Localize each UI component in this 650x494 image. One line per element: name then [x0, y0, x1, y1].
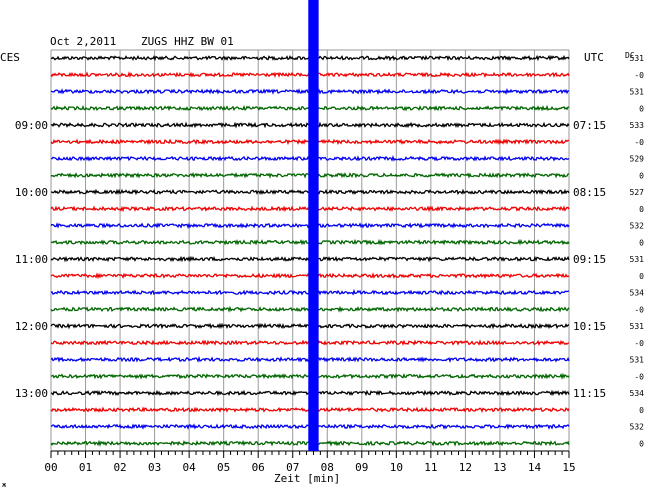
dc-value-row-0: 531 — [630, 54, 645, 63]
dc-value-row-2: 531 — [630, 88, 645, 97]
dc-value-row-10: 532 — [630, 222, 645, 231]
x-tick-label-05: 05 — [217, 461, 230, 474]
dc-value-row-7: 0 — [639, 171, 644, 180]
left-hour-label-11:00: 11:00 — [15, 253, 48, 266]
dc-value-row-6: 529 — [630, 155, 645, 164]
right-hour-label-09:15: 09:15 — [573, 253, 606, 266]
dc-header-label: DC — [625, 51, 635, 60]
dc-value-row-11: 0 — [639, 238, 644, 247]
left-hour-label-10:00: 10:00 — [15, 186, 48, 199]
x-tick-label-00: 00 — [44, 461, 57, 474]
right-hour-label-08:15: 08:15 — [573, 186, 606, 199]
x-tick-label-06: 06 — [252, 461, 265, 474]
x-tick-label-02: 02 — [113, 461, 126, 474]
left-hour-label-09:00: 09:00 — [15, 119, 48, 132]
date-label: Oct 2,2011 — [50, 35, 116, 48]
dc-value-row-4: 533 — [630, 121, 645, 130]
left-hour-label-12:00: 12:00 — [15, 320, 48, 333]
right-hour-label-10:15: 10:15 — [573, 320, 606, 333]
x-tick-label-09: 09 — [355, 461, 368, 474]
dc-value-row-3: 0 — [639, 104, 644, 113]
x-tick-label-01: 01 — [79, 461, 92, 474]
left-timezone-label: CES — [0, 51, 20, 64]
dc-value-row-9: 0 — [639, 205, 644, 214]
dc-value-row-5: -0 — [634, 138, 644, 147]
x-tick-label-07: 07 — [286, 461, 299, 474]
dc-value-row-17: -0 — [634, 339, 644, 348]
dc-value-row-19: -0 — [634, 372, 644, 381]
right-hour-label-07:15: 07:15 — [573, 119, 606, 132]
dc-value-row-14: 534 — [630, 289, 645, 298]
x-tick-label-12: 12 — [459, 461, 472, 474]
corner-mark: ж — [2, 481, 7, 489]
x-axis-title: Zeit [min] — [274, 472, 340, 485]
left-hour-labels: 09:00 10:00 11:00 12:00 13:00 — [15, 119, 48, 400]
dc-value-row-13: 0 — [639, 272, 644, 281]
dc-value-row-15: -0 — [634, 305, 644, 314]
x-tick-label-08: 08 — [321, 461, 334, 474]
dc-value-row-1: -0 — [634, 71, 644, 80]
x-axis: 00 01 02 03 04 05 06 07 08 09 10 11 12 13 14 15 — [44, 451, 576, 474]
station-label: ZUGS HHZ BW 01 — [141, 35, 234, 48]
dc-value-row-18: 531 — [630, 356, 645, 365]
x-tick-label-04: 04 — [183, 461, 197, 474]
dc-values: 531 -0 531 0 533 -0 529 0 527 0 532 0 531 0 534 -0 531 -0… — [630, 54, 645, 448]
dc-value-row-12: 531 — [630, 255, 645, 264]
x-tick-label-15: 15 — [562, 461, 575, 474]
right-hour-labels: 07:15 08:15 09:15 10:15 11:15 — [573, 119, 606, 400]
dc-value-row-16: 531 — [630, 322, 645, 331]
right-timezone-label: UTC — [584, 51, 604, 64]
dc-value-row-21: 0 — [639, 406, 644, 415]
left-hour-label-13:00: 13:00 — [15, 387, 48, 400]
dc-value-row-23: 0 — [639, 439, 644, 448]
event-marker — [308, 0, 319, 451]
x-tick-label-10: 10 — [390, 461, 403, 474]
x-tick-label-03: 03 — [148, 461, 161, 474]
dc-value-row-22: 532 — [630, 423, 645, 432]
x-tick-label-13: 13 — [493, 461, 506, 474]
x-tick-label-11: 11 — [424, 461, 437, 474]
dc-value-row-8: 527 — [630, 188, 645, 197]
dc-value-row-20: 534 — [630, 389, 645, 398]
x-tick-label-14: 14 — [528, 461, 542, 474]
right-hour-label-11:15: 11:15 — [573, 387, 606, 400]
